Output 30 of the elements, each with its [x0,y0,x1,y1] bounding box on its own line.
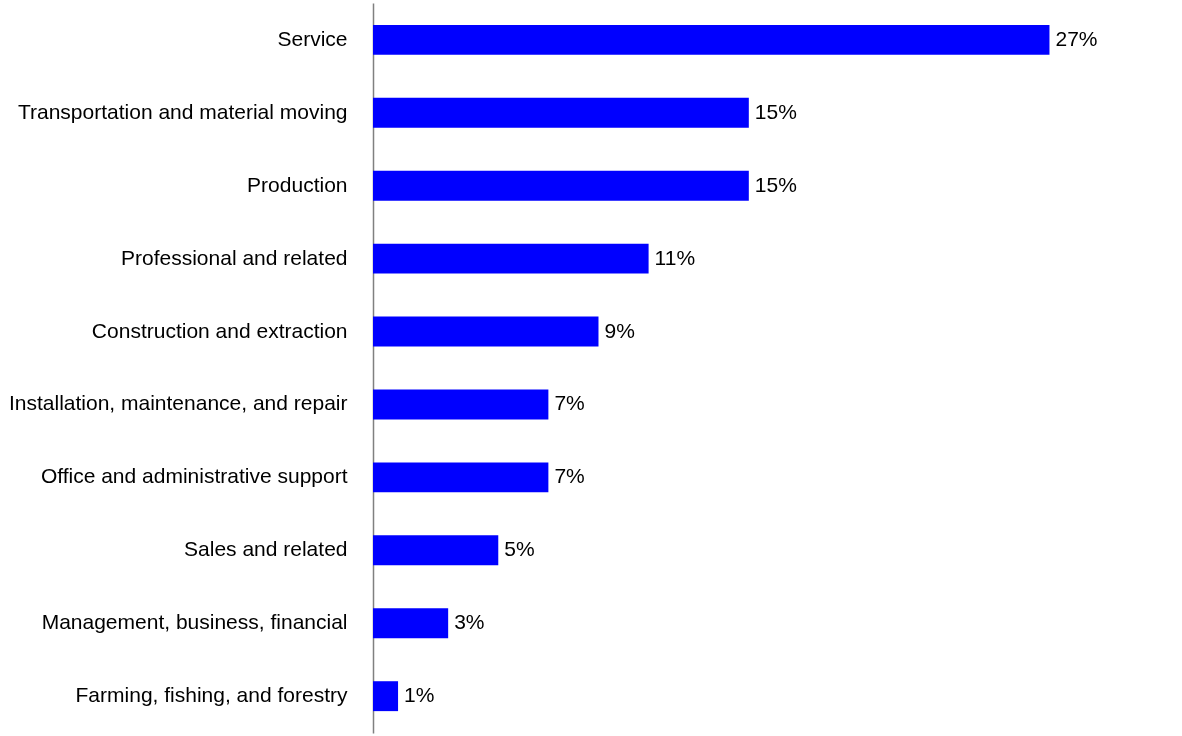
bar [373,243,649,274]
bar [373,97,749,128]
bar [373,389,549,420]
y-tick-label: Service [277,26,348,50]
data-label: 27% [1055,26,1098,50]
y-tick-label: Production [247,172,348,196]
bar [373,535,499,566]
bar [373,316,599,347]
y-tick-label: Office and administrative support [40,464,348,488]
y-tick-label: Installation, maintenance, and repair [8,391,348,415]
y-tick-label: Farming, fishing, and forestry [75,683,348,707]
bar [373,608,449,639]
data-label: 7% [554,391,585,415]
data-label: 15% [754,99,797,123]
y-tick-label: Transportation and material moving [17,99,348,123]
y-tick-label: Professional and related [121,245,348,269]
data-label: 7% [554,464,585,488]
bar [373,681,399,712]
data-label: 15% [754,172,797,196]
data-label: 9% [604,318,635,342]
bar [373,462,549,493]
data-label: 1% [404,683,435,707]
data-label: 3% [454,610,485,634]
data-label: 5% [504,537,535,561]
data-label: 11% [654,245,696,269]
y-tick-label: Sales and related [184,537,348,561]
y-tick-label: Construction and extraction [91,318,348,342]
y-tick-label: Management, business, financial [41,610,348,634]
bar [373,24,1050,55]
bar [373,170,749,201]
